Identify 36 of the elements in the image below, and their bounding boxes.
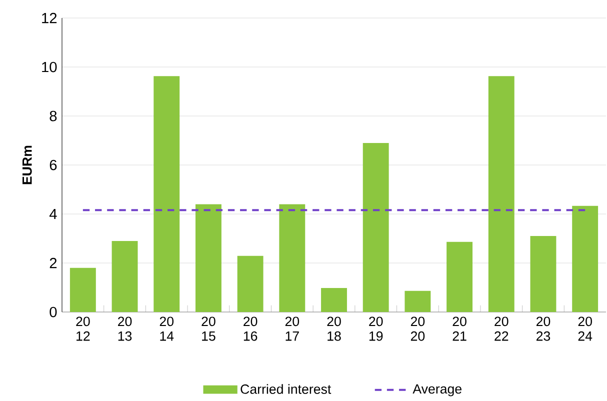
x-tick-label: 20 22	[494, 316, 508, 341]
bar	[112, 240, 138, 312]
y-tick-label: 4	[49, 208, 57, 220]
x-tick-label: 20 16	[244, 316, 258, 341]
y-tick-label: 2	[50, 258, 57, 268]
x-tick-label: 20 21	[452, 316, 466, 341]
x-tick-label: 20 18	[327, 316, 341, 341]
y-tick-label: 6	[50, 160, 57, 170]
legend-label: Average	[412, 384, 462, 396]
bar	[237, 256, 264, 312]
y-tick-label: 0	[50, 306, 57, 318]
bar	[446, 242, 473, 312]
bar	[530, 236, 556, 312]
x-tick-label: 20 20	[410, 316, 425, 341]
x-tick-label: 20 15	[202, 316, 216, 341]
x-tick-label: 20 23	[536, 316, 550, 341]
x-tick-label: 20 12	[76, 316, 90, 341]
legend-label: Carried interest	[240, 384, 332, 394]
y-tick-label: 10	[42, 62, 57, 72]
bar	[321, 288, 347, 312]
bar	[279, 204, 306, 312]
x-tick-label: 20 17	[285, 316, 300, 341]
x-tick-label: 20 13	[118, 316, 132, 341]
bar	[362, 142, 389, 312]
bar	[195, 204, 222, 312]
y-tick-label: 12	[42, 12, 57, 24]
y-tick-label: 8	[50, 110, 57, 122]
x-tick-label: 20 24	[578, 316, 592, 341]
bar	[154, 76, 180, 312]
bar	[70, 268, 96, 312]
y-axis-title: EURm	[22, 146, 32, 184]
bar	[572, 206, 598, 312]
x-tick-label: 20 14	[160, 316, 174, 341]
bar	[488, 76, 514, 312]
bar	[404, 290, 431, 312]
x-tick-label: 20 19	[369, 316, 383, 341]
